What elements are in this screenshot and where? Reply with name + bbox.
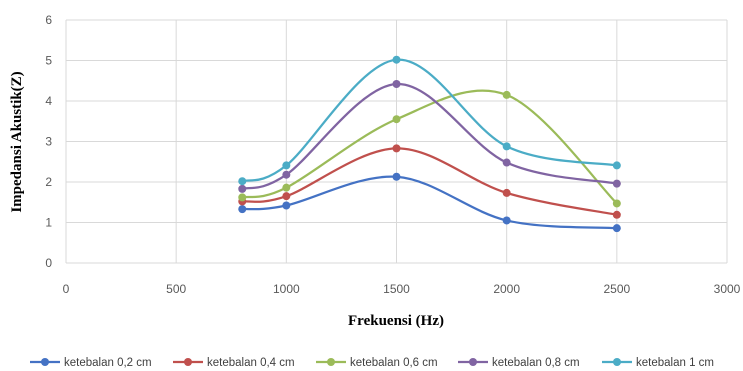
series-4 bbox=[238, 55, 621, 186]
data-point bbox=[502, 188, 511, 197]
data-point bbox=[282, 201, 291, 210]
data-point bbox=[392, 172, 401, 181]
data-point bbox=[392, 79, 401, 88]
legend-label: ketebalan 0,6 cm bbox=[350, 357, 438, 369]
legend-swatch-marker bbox=[613, 358, 621, 366]
y-tick-label: 5 bbox=[45, 54, 52, 68]
x-tick-label: 500 bbox=[166, 282, 186, 296]
legend-swatch-marker bbox=[327, 358, 335, 366]
x-tick-label: 1500 bbox=[383, 282, 410, 296]
legend-swatch-marker bbox=[469, 358, 477, 366]
y-tick-label: 4 bbox=[45, 94, 52, 108]
x-tick-label: 1000 bbox=[273, 282, 300, 296]
data-point bbox=[612, 210, 621, 219]
data-point bbox=[612, 179, 621, 188]
data-point bbox=[282, 161, 291, 170]
data-point bbox=[238, 205, 247, 214]
data-point bbox=[612, 161, 621, 170]
data-point bbox=[282, 170, 291, 179]
x-axis-ticks: 0 500 1000 1500 2000 2500 3000 bbox=[63, 282, 741, 296]
data-point bbox=[238, 193, 247, 202]
series-line bbox=[242, 147, 618, 216]
series-2 bbox=[238, 89, 621, 208]
legend-item: ketebalan 0,4 cm bbox=[173, 357, 295, 369]
x-tick-label: 3000 bbox=[714, 282, 741, 296]
data-point bbox=[502, 216, 511, 225]
legend-swatch-marker bbox=[41, 358, 49, 366]
data-point bbox=[502, 142, 511, 151]
y-tick-label: 0 bbox=[45, 256, 52, 270]
series-0 bbox=[238, 172, 621, 233]
series-line bbox=[242, 175, 617, 230]
data-point bbox=[238, 177, 247, 186]
y-tick-label: 1 bbox=[45, 216, 52, 230]
x-tick-label: 0 bbox=[63, 282, 70, 296]
legend-label: ketebalan 0,2 cm bbox=[64, 357, 152, 369]
legend-item: ketebalan 0,2 cm bbox=[30, 357, 152, 369]
data-point bbox=[392, 144, 401, 153]
legend-label: ketebalan 0,8 cm bbox=[492, 357, 580, 369]
legend-label: ketebalan 0,4 cm bbox=[207, 357, 295, 369]
series-1 bbox=[238, 144, 621, 219]
data-point bbox=[282, 192, 291, 201]
y-axis-title: Impedansi Akustik(Z) bbox=[9, 71, 25, 212]
data-point bbox=[392, 55, 401, 64]
data-point bbox=[238, 184, 247, 193]
series-layer bbox=[238, 55, 621, 233]
legend: ketebalan 0,2 cm ketebalan 0,4 cm ketebala… bbox=[30, 357, 714, 369]
legend-item: ketebalan 0,8 cm bbox=[458, 357, 580, 369]
y-tick-label: 6 bbox=[45, 13, 52, 27]
legend-item: ketebalan 1 cm bbox=[602, 357, 714, 369]
x-tick-label: 2500 bbox=[603, 282, 630, 296]
series-line bbox=[241, 82, 618, 190]
x-tick-label: 2000 bbox=[493, 282, 520, 296]
y-tick-label: 2 bbox=[45, 175, 52, 189]
legend-item: ketebalan 0,6 cm bbox=[316, 357, 438, 369]
data-point bbox=[282, 183, 291, 192]
data-point bbox=[502, 158, 511, 167]
y-tick-label: 3 bbox=[45, 135, 52, 149]
legend-swatch-marker bbox=[184, 358, 192, 366]
y-axis-ticks: 0 1 2 3 4 5 6 bbox=[45, 13, 52, 270]
legend-label: ketebalan 1 cm bbox=[636, 357, 714, 369]
data-point bbox=[392, 115, 401, 124]
x-axis-title: Frekuensi (Hz) bbox=[348, 313, 444, 329]
data-point bbox=[612, 224, 621, 233]
data-point bbox=[502, 90, 511, 99]
series-3 bbox=[238, 79, 621, 193]
data-point bbox=[612, 199, 621, 208]
